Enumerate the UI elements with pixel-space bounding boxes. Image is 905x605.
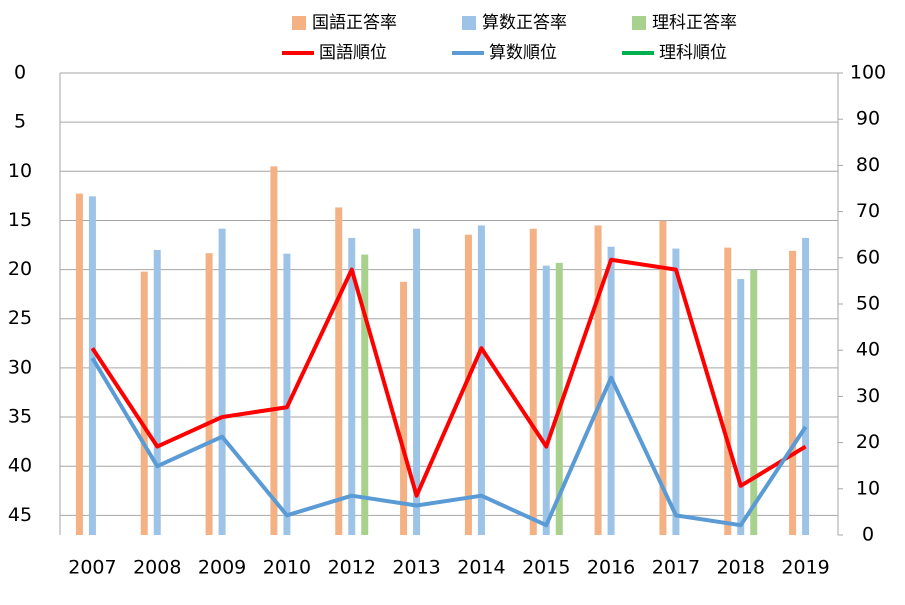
legend-label: 算数順位 — [489, 43, 557, 63]
y-tick-label: 30 — [8, 356, 32, 378]
y2-tick-label: 20 — [856, 431, 880, 453]
bar — [659, 220, 667, 535]
bar — [400, 281, 408, 535]
y2-tick-label: 70 — [856, 200, 880, 222]
bar — [555, 262, 563, 535]
x-tick-label: 2013 — [392, 557, 440, 579]
y-tick-label: 35 — [8, 406, 32, 428]
y-tick-label: 25 — [8, 307, 32, 329]
x-tick-label: 2010 — [263, 557, 311, 579]
bar — [361, 254, 369, 536]
y2-tick-label: 50 — [856, 293, 880, 315]
bar — [672, 248, 680, 535]
bar — [75, 193, 83, 535]
bar — [529, 228, 537, 535]
x-tick-label: 2014 — [457, 557, 505, 579]
legend-label: 国語正答率 — [312, 13, 397, 33]
bar — [802, 237, 810, 535]
bar — [335, 207, 343, 535]
bar — [153, 249, 161, 536]
legend-label: 理科順位 — [659, 43, 727, 63]
y-tick-label: 45 — [8, 504, 32, 526]
bar — [724, 247, 732, 536]
bar — [750, 269, 758, 535]
bar — [789, 250, 797, 535]
x-tick-label: 2019 — [781, 557, 829, 579]
y2-tick-label: 90 — [856, 108, 880, 130]
y-tick-label: 15 — [8, 209, 32, 231]
x-tick-label: 2016 — [587, 557, 635, 579]
y2-tick-label: 100 — [850, 62, 886, 84]
bar — [607, 246, 615, 535]
x-tick-label: 2007 — [68, 557, 116, 579]
bar — [283, 253, 291, 535]
bar — [737, 279, 745, 535]
legend-swatch — [292, 16, 306, 30]
y2-tick-label: 60 — [856, 246, 880, 268]
x-tick-label: 2012 — [328, 557, 376, 579]
bar — [542, 265, 550, 535]
bar — [348, 237, 356, 535]
y-tick-label: 5 — [14, 111, 26, 133]
y2-tick-label: 0 — [862, 524, 874, 546]
bar — [140, 271, 148, 535]
legend-swatch — [632, 16, 646, 30]
legend-label: 理科正答率 — [652, 13, 737, 33]
y2-tick-label: 10 — [856, 477, 880, 499]
y-tick-label: 20 — [8, 258, 32, 280]
y-tick-label: 40 — [8, 455, 32, 477]
x-tick-label: 2008 — [133, 557, 181, 579]
bar — [205, 253, 213, 535]
x-tick-label: 2015 — [522, 557, 570, 579]
x-tick-label: 2018 — [717, 557, 765, 579]
legend-swatch — [462, 16, 476, 30]
bar — [594, 225, 602, 535]
bar — [270, 166, 278, 535]
line — [90, 257, 807, 498]
bar — [218, 228, 226, 535]
x-tick-label: 2017 — [652, 557, 700, 579]
bar — [477, 225, 485, 535]
y-tick-label: 0 — [14, 62, 26, 84]
legend-label: 算数正答率 — [482, 13, 567, 33]
y2-tick-label: 40 — [856, 339, 880, 361]
bar — [413, 228, 421, 535]
y2-tick-label: 30 — [856, 385, 880, 407]
y-tick-label: 10 — [8, 160, 32, 182]
legend-label: 国語順位 — [319, 43, 387, 63]
line — [90, 357, 808, 528]
y2-tick-label: 80 — [856, 154, 880, 176]
x-tick-label: 2009 — [198, 557, 246, 579]
bar — [88, 196, 96, 535]
bar — [464, 234, 472, 535]
